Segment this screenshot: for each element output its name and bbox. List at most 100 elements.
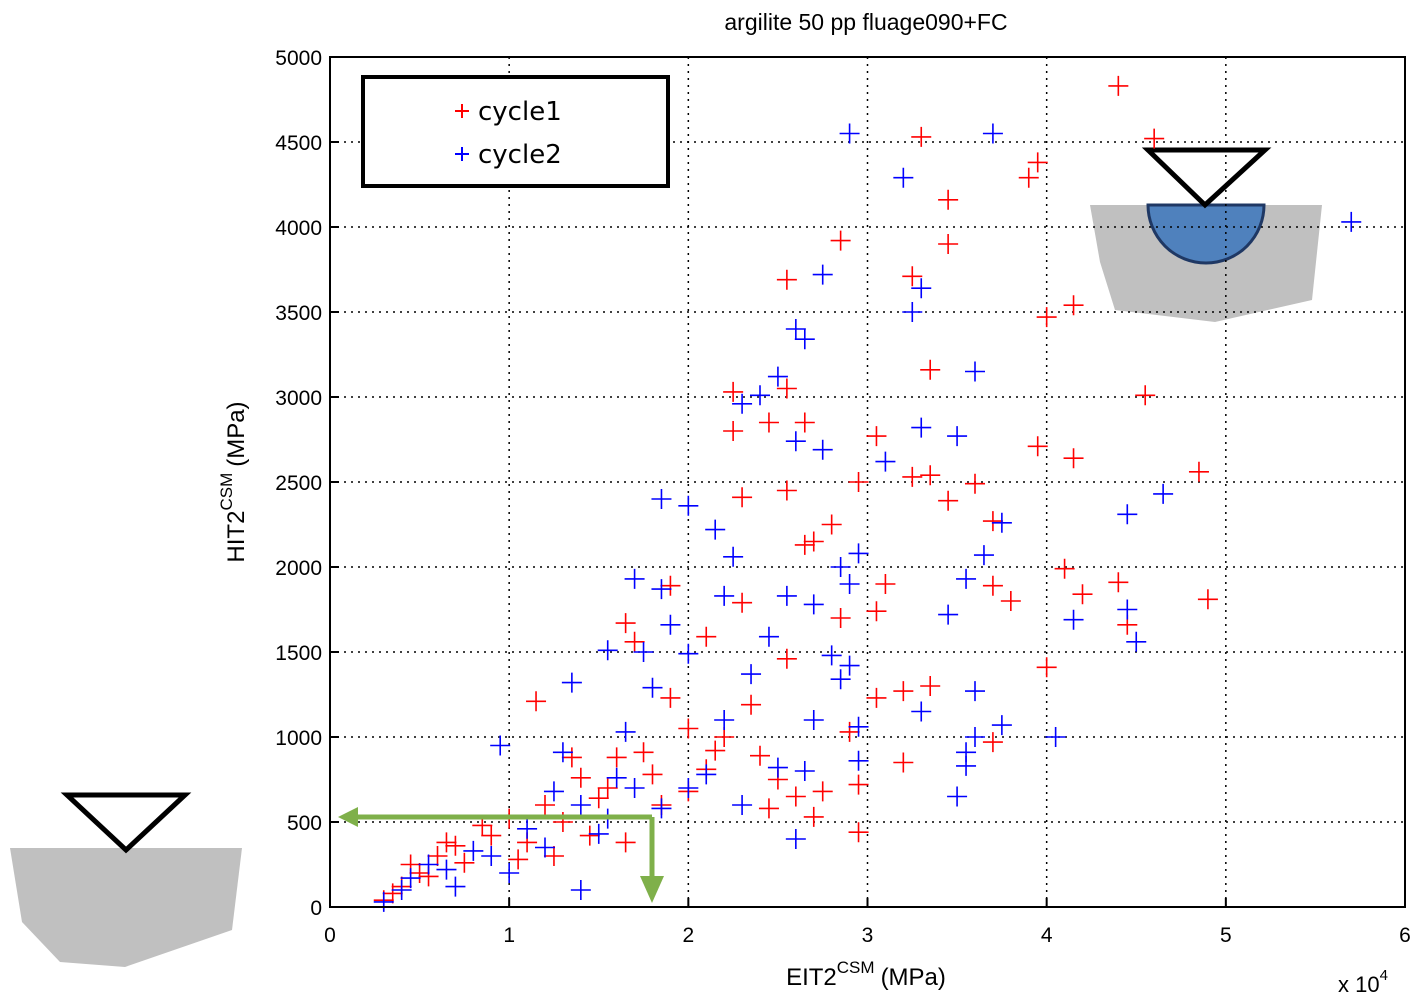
point bbox=[947, 786, 968, 807]
point bbox=[920, 465, 941, 486]
point bbox=[624, 568, 645, 589]
point bbox=[947, 426, 968, 447]
point bbox=[893, 167, 914, 188]
point bbox=[418, 854, 439, 875]
y-tick-label: 4500 bbox=[275, 132, 322, 155]
point bbox=[445, 876, 466, 897]
point bbox=[660, 687, 681, 708]
points bbox=[373, 75, 1362, 912]
point bbox=[839, 574, 860, 594]
plastic-zone bbox=[1146, 203, 1266, 265]
point bbox=[705, 519, 726, 540]
point bbox=[848, 750, 869, 771]
point bbox=[714, 727, 735, 747]
point bbox=[651, 798, 672, 819]
point bbox=[911, 126, 932, 147]
point bbox=[579, 825, 600, 846]
point bbox=[463, 840, 484, 861]
point bbox=[973, 545, 994, 566]
point bbox=[651, 579, 672, 600]
x-tick-label: 3 bbox=[862, 924, 874, 947]
point bbox=[624, 631, 645, 652]
point bbox=[875, 574, 896, 594]
point bbox=[373, 891, 394, 912]
point bbox=[965, 727, 985, 747]
point bbox=[794, 329, 815, 350]
point bbox=[741, 694, 762, 715]
point bbox=[696, 626, 717, 647]
legend-marker bbox=[455, 147, 469, 161]
point bbox=[1197, 589, 1218, 610]
arrowhead bbox=[338, 807, 358, 827]
point bbox=[570, 795, 591, 815]
point bbox=[902, 466, 923, 487]
point bbox=[794, 534, 815, 555]
point bbox=[785, 786, 806, 807]
x-tick-label: 5 bbox=[1220, 924, 1232, 947]
x-tick-label: 0 bbox=[324, 924, 336, 947]
point bbox=[767, 757, 788, 778]
point bbox=[597, 778, 618, 798]
point bbox=[615, 832, 636, 853]
point bbox=[1108, 75, 1129, 96]
legend: cycle1 cycle2 bbox=[361, 75, 670, 188]
x-axis-label: EIT2CSM (MPa) bbox=[786, 958, 946, 991]
point bbox=[436, 832, 457, 853]
point bbox=[409, 863, 430, 883]
point bbox=[1036, 657, 1057, 678]
point bbox=[991, 512, 1012, 533]
point bbox=[1018, 167, 1039, 188]
point bbox=[400, 868, 421, 889]
y-label-main: HIT2 bbox=[223, 511, 250, 563]
point bbox=[543, 846, 564, 866]
point bbox=[821, 645, 842, 666]
point bbox=[803, 710, 824, 730]
legend-marker bbox=[455, 104, 469, 118]
point bbox=[902, 302, 923, 322]
x-tick-label: 1 bbox=[503, 924, 515, 947]
y-tick-label: 5000 bbox=[275, 47, 322, 70]
point bbox=[1063, 609, 1084, 630]
point bbox=[982, 732, 1003, 753]
point bbox=[588, 788, 609, 809]
point bbox=[714, 710, 735, 730]
point bbox=[982, 511, 1003, 532]
point bbox=[839, 721, 860, 742]
point bbox=[633, 742, 654, 763]
point bbox=[454, 852, 475, 873]
x-label-main: EIT2 bbox=[786, 964, 837, 991]
indenter bbox=[1141, 147, 1272, 209]
point bbox=[938, 189, 959, 210]
point bbox=[696, 764, 717, 785]
point bbox=[893, 752, 914, 773]
point bbox=[965, 361, 985, 382]
point bbox=[570, 880, 591, 900]
point bbox=[920, 359, 941, 380]
point bbox=[776, 648, 797, 669]
point bbox=[606, 747, 627, 768]
point bbox=[991, 715, 1012, 736]
point bbox=[660, 614, 681, 635]
point bbox=[956, 742, 977, 763]
point bbox=[588, 823, 609, 844]
point bbox=[517, 818, 538, 839]
point bbox=[911, 417, 932, 438]
legend-box bbox=[361, 75, 670, 188]
point bbox=[758, 798, 779, 819]
point bbox=[866, 687, 887, 708]
point bbox=[965, 473, 985, 494]
material bbox=[10, 848, 242, 967]
point bbox=[732, 795, 753, 815]
arrowhead bbox=[640, 876, 664, 903]
point bbox=[794, 412, 815, 433]
point bbox=[1063, 448, 1084, 469]
point bbox=[767, 366, 788, 387]
point bbox=[794, 761, 815, 781]
point bbox=[445, 835, 466, 856]
point bbox=[1027, 436, 1048, 457]
point bbox=[732, 592, 753, 613]
point bbox=[651, 489, 672, 509]
point bbox=[552, 742, 573, 763]
point bbox=[732, 393, 753, 414]
